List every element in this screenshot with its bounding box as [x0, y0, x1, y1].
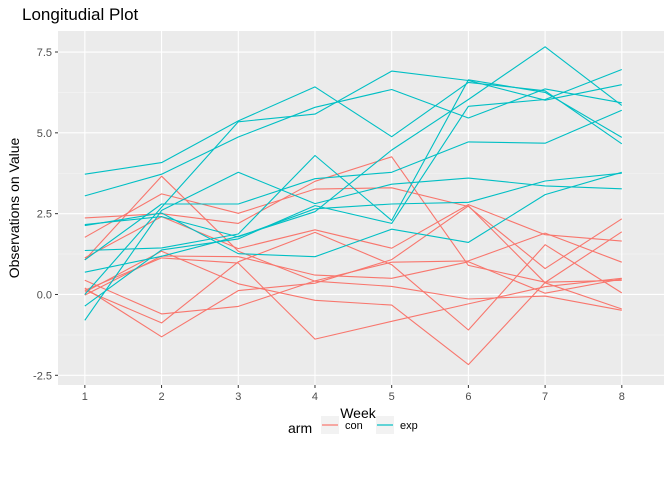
x-axis-title: Week	[340, 405, 377, 421]
series-line-exp	[84, 79, 623, 252]
major-gridlines	[58, 31, 664, 385]
series-line-con	[84, 204, 622, 259]
series-line-exp	[84, 46, 623, 273]
y-axis: -2.5 0.0 2.5 5.0 7.5	[33, 47, 58, 382]
chart-title: Longitudial Plot	[22, 5, 139, 24]
series-lines	[84, 46, 623, 366]
series-line-con	[84, 257, 622, 340]
x-tick-label: 7	[542, 391, 548, 403]
x-tick-label: 8	[619, 391, 625, 403]
x-tick-label: 2	[158, 391, 164, 403]
series-line-con	[84, 156, 622, 283]
x-tick-label: 1	[82, 391, 88, 403]
x-tick-label: 4	[312, 391, 318, 403]
x-tick-label: 3	[235, 391, 241, 403]
y-tick-label: 7.5	[37, 47, 52, 59]
legend-entries: con exp	[321, 416, 418, 434]
x-axis: 1 2 3 4 5 6 7 8	[82, 385, 625, 403]
series-line-con	[84, 231, 623, 331]
x-tick-label: 5	[389, 391, 395, 403]
legend-label-con: con	[345, 420, 363, 432]
legend: arm con exp	[288, 416, 418, 436]
series-line-exp	[84, 81, 623, 175]
legend-label-exp: exp	[400, 420, 418, 432]
y-tick-label: -2.5	[33, 370, 52, 382]
series-line-exp	[84, 171, 622, 321]
series-line-con	[84, 175, 622, 311]
series-line-exp	[84, 88, 622, 197]
y-tick-label: 0.0	[37, 289, 52, 301]
series-line-exp	[84, 68, 623, 307]
plot-panel	[58, 31, 664, 385]
series-line-exp	[84, 70, 622, 295]
legend-title: arm	[288, 420, 312, 436]
series-line-exp	[84, 171, 622, 258]
y-axis-title: Observations on Value	[6, 137, 22, 278]
x-tick-label: 6	[465, 391, 471, 403]
y-tick-label: 5.0	[37, 128, 52, 140]
y-tick-label: 2.5	[37, 209, 52, 221]
